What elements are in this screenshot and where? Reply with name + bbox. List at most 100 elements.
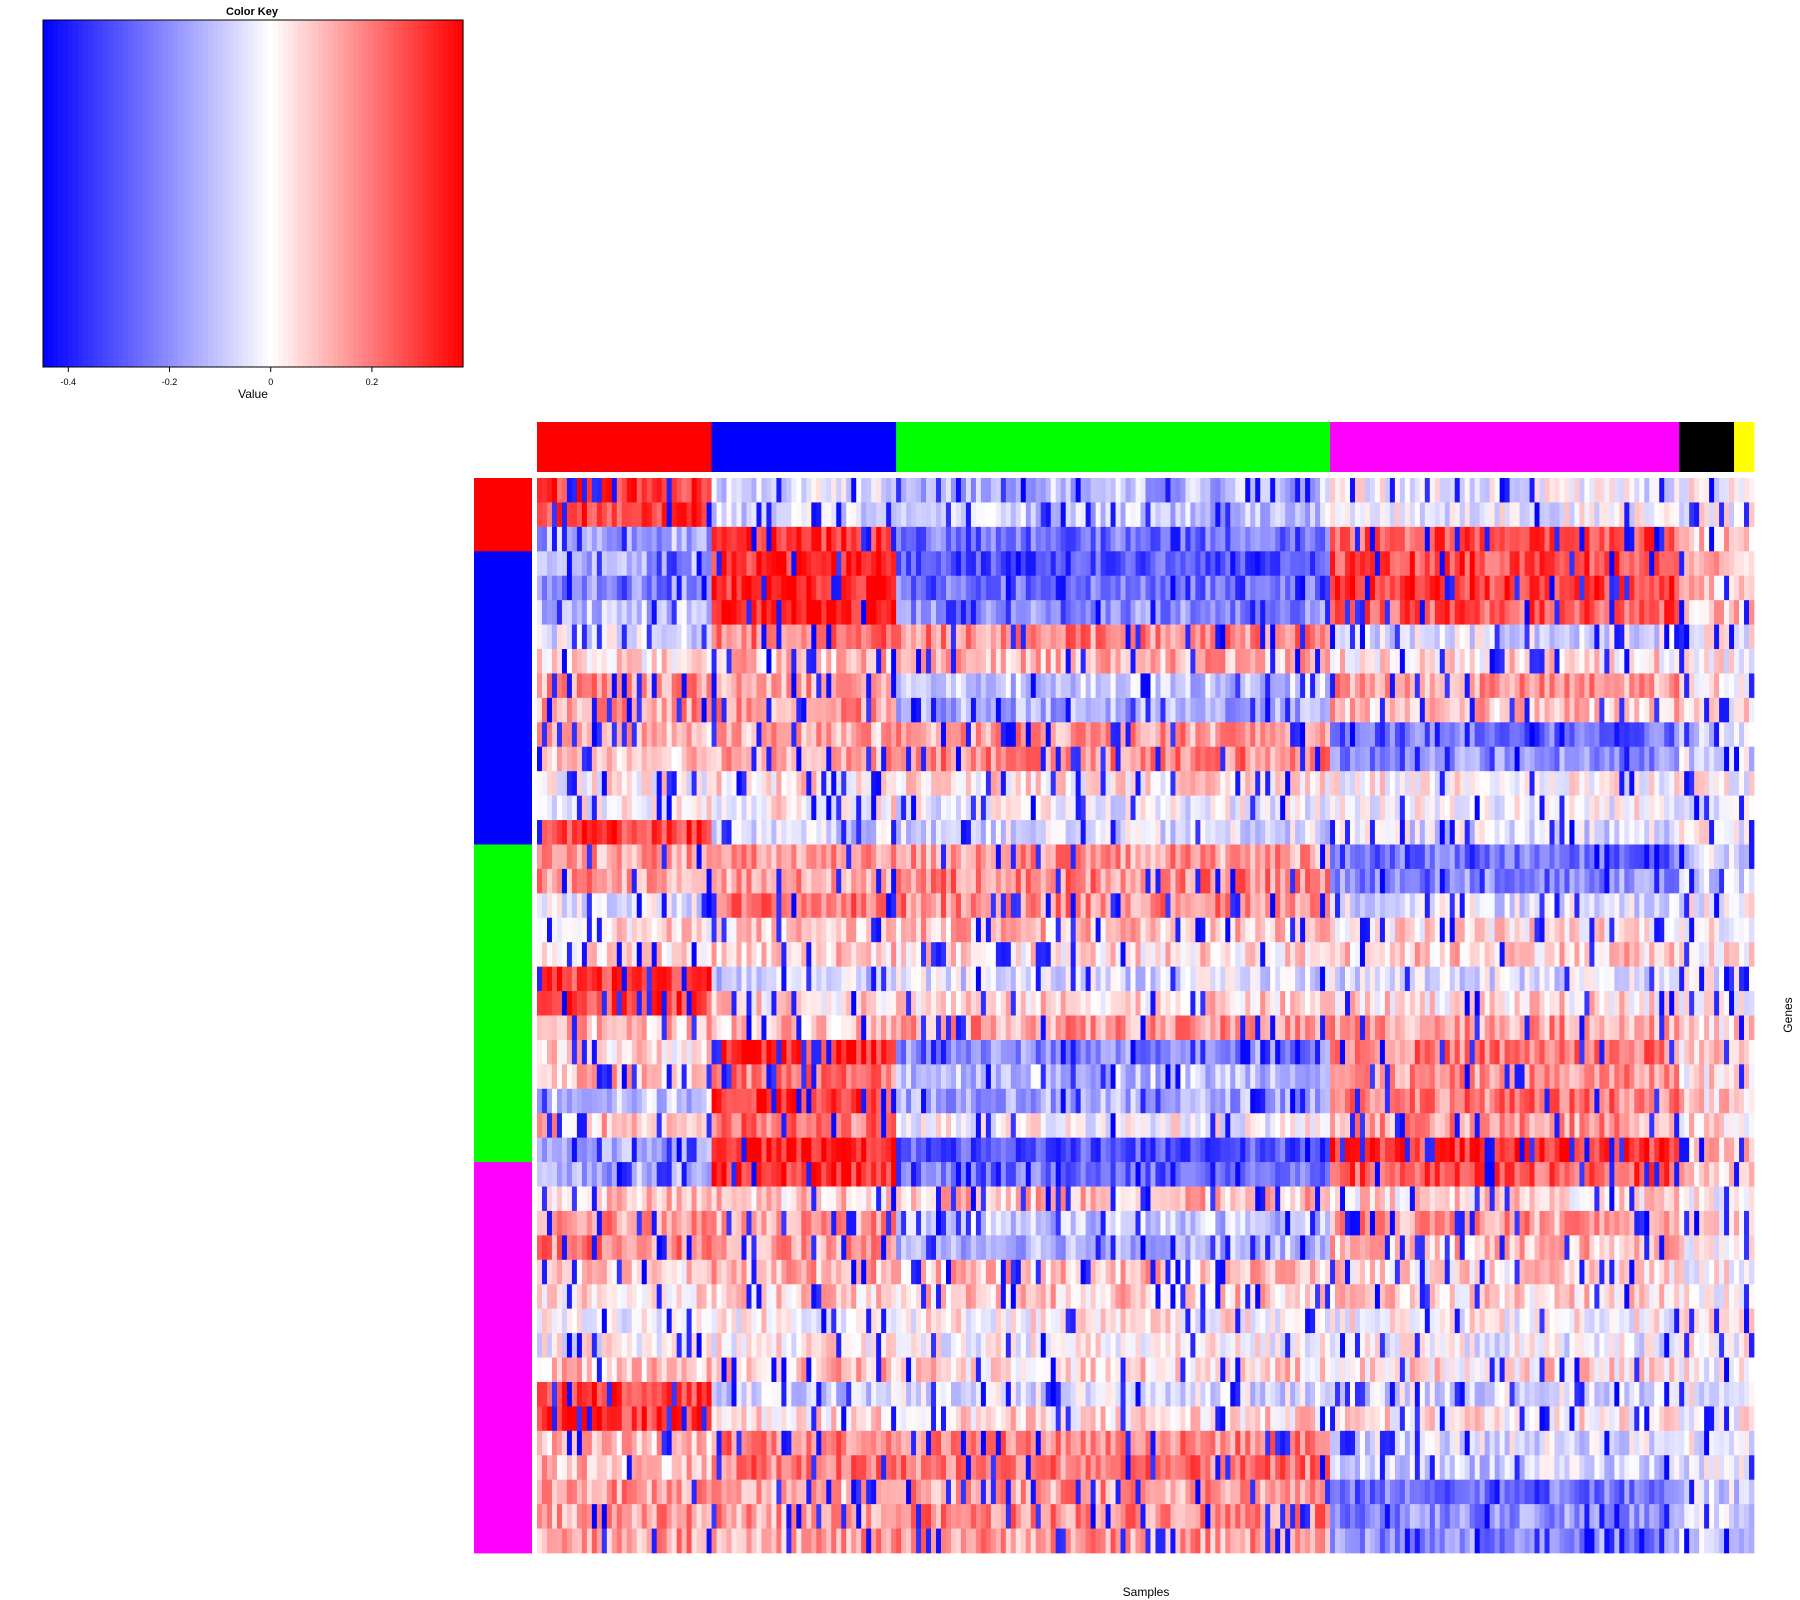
heatmap-cell [1604, 795, 1610, 821]
heatmap-cell [591, 722, 598, 748]
heatmap-cell [701, 820, 707, 845]
heatmap-cell [631, 844, 638, 870]
heatmap-cell [1639, 722, 1645, 748]
heatmap-cell [1629, 917, 1635, 943]
heatmap-cell [1160, 502, 1166, 528]
heatmap-cell [1330, 820, 1336, 845]
heatmap-cell [636, 893, 643, 919]
heatmap-cell [801, 917, 807, 943]
heatmap-cell [696, 526, 702, 552]
heatmap-cell [1115, 551, 1121, 577]
heatmap-cell [1030, 795, 1037, 821]
heatmap-cell [756, 575, 762, 601]
heatmap-cell [1399, 893, 1406, 919]
heatmap-cell [1095, 600, 1101, 625]
heatmap-cell [1030, 820, 1037, 845]
heatmap-cell [1469, 746, 1476, 772]
heatmap-cell [1724, 771, 1730, 796]
heatmap-cell [866, 624, 872, 650]
heatmap-cell [696, 697, 702, 723]
heatmap-cell [756, 673, 762, 699]
heatmap-cell [1614, 600, 1620, 625]
heatmap-cell [576, 526, 583, 552]
heatmap-cell [970, 575, 977, 601]
heatmap-cell [806, 868, 812, 894]
heatmap-cell [1305, 502, 1311, 528]
heatmap-cell [995, 649, 1002, 674]
heatmap-cell [1300, 746, 1306, 772]
heatmap-cell [1225, 844, 1231, 870]
heatmap-cell [1065, 502, 1072, 528]
heatmap-cell [676, 771, 682, 796]
heatmap-cell [911, 771, 917, 796]
heatmap-cell [771, 868, 777, 894]
heatmap-cell [1589, 771, 1595, 796]
heatmap-cell [1100, 624, 1106, 650]
heatmap-cell [990, 722, 997, 748]
heatmap-cell [1255, 526, 1261, 552]
heatmap-cell [1035, 820, 1042, 845]
heatmap-cell [641, 844, 648, 870]
heatmap-cell [1454, 502, 1461, 528]
heatmap-cell [1330, 917, 1336, 943]
heatmap-cell [1180, 551, 1186, 577]
heatmap-cell [1689, 575, 1695, 601]
heatmap-cell [601, 502, 608, 528]
heatmap-cell [911, 844, 917, 870]
heatmap-cell [911, 673, 917, 699]
heatmap-cell [1235, 502, 1241, 528]
heatmap-cell [1494, 673, 1500, 699]
heatmap-cell [950, 795, 957, 821]
heatmap-cell [586, 526, 593, 552]
heatmap-cell [1100, 502, 1106, 528]
heatmap-cell [1210, 942, 1216, 967]
heatmap-cell [646, 697, 653, 723]
heatmap-cell [711, 844, 717, 870]
heatmap-cell [975, 575, 982, 601]
heatmap-cell [661, 795, 668, 821]
heatmap-cell [1579, 917, 1585, 943]
heatmap-cell [1205, 575, 1211, 601]
heatmap-cell [1694, 697, 1700, 723]
heatmap-cell [1509, 575, 1515, 601]
heatmap-cell [1749, 673, 1755, 699]
heatmap-cell [1255, 795, 1261, 821]
heatmap-cell [771, 722, 777, 748]
heatmap-cell [626, 795, 633, 821]
heatmap-cell [1305, 746, 1311, 772]
heatmap-cell [1604, 722, 1610, 748]
heatmap-cell [1295, 746, 1301, 772]
heatmap-cell [1125, 917, 1131, 943]
heatmap-cell [1090, 917, 1096, 943]
heatmap-cell [1140, 697, 1146, 723]
heatmap-cell [656, 746, 663, 772]
heatmap-cell [896, 893, 902, 919]
heatmap-cell [1584, 746, 1590, 772]
heatmap-cell [1634, 942, 1640, 967]
heatmap-cell [1604, 673, 1610, 699]
heatmap-cell [1394, 820, 1401, 845]
heatmap-cell [1140, 917, 1146, 943]
heatmap-cell [1519, 478, 1525, 503]
heatmap-cell [1704, 722, 1710, 748]
heatmap-cell [1374, 844, 1381, 870]
heatmap-cell [1364, 526, 1371, 552]
heatmap-cell [1185, 844, 1191, 870]
heatmap-cell [1190, 820, 1196, 845]
heatmap-cell [990, 551, 997, 577]
heatmap-cell [1534, 649, 1540, 674]
heatmap-cell [861, 649, 867, 674]
heatmap-cell [1659, 624, 1665, 650]
heatmap-cell [931, 526, 937, 552]
heatmap-cell [1320, 551, 1326, 577]
heatmap-cell [781, 502, 787, 528]
heatmap-cell [985, 868, 992, 894]
heatmap-cell [811, 600, 817, 625]
heatmap-cell [1679, 722, 1685, 748]
heatmap-cell [1030, 649, 1037, 674]
heatmap-cell [960, 820, 967, 845]
heatmap-cell [1669, 795, 1675, 821]
heatmap-cell [960, 893, 967, 919]
heatmap-cell [621, 526, 628, 552]
heatmap-cell [921, 697, 927, 723]
